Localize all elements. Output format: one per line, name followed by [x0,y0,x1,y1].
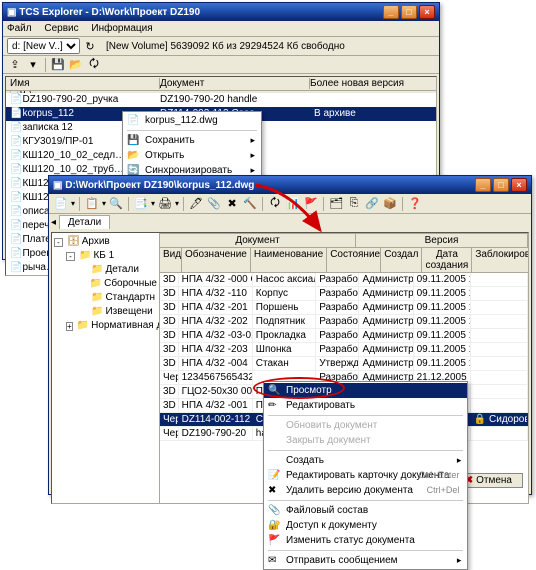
tb-icon[interactable]: 🔨 [242,196,258,212]
menu-item[interactable]: 🔍Просмотр [264,383,467,398]
tb-icon[interactable]: 📦 [382,196,398,212]
tb-icon[interactable]: ✖ [224,196,240,212]
table-row[interactable]: 3DНПА 4/32 -202ПодпятникРазработкаАдмини… [160,315,528,329]
menubar: Файл Сервис Информация [3,21,439,37]
tree-node[interactable]: -🗄 Архив [54,235,157,249]
file-row[interactable]: 📄DZ190-790-20_ручкаDZ190-790-20 handle [6,93,436,107]
freespace-text: [New Volume] 5639092 Кб из 29294524 Кб с… [106,41,345,52]
menu-item[interactable]: 📝Редактировать карточку документаCtrl+En… [264,468,467,483]
maximize-button[interactable]: □ [493,178,509,192]
minimize-button[interactable]: _ [475,178,491,192]
col-na[interactable]: Наименование [251,248,327,272]
menu-item[interactable]: ✉Отправить сообщением▸ [264,553,467,568]
tb-icon[interactable]: 📎 [206,196,222,212]
grid-header-group: Документ Версия [160,233,528,248]
toolbar2: ⇪ ▾ 💾 📂 🗘 [3,56,439,74]
tree-node[interactable]: 📁 Стандартн [54,291,157,305]
column-headers: Имя Документ Более новая версия [6,77,436,91]
table-row[interactable]: 3DНПА 4/32 -004СтаканУтвержденАдминистра… [160,357,528,371]
tb-icon[interactable]: 📄 [53,196,69,212]
tree-node[interactable]: 📁 Сборочные [54,277,157,291]
tb-icon[interactable]: ❓ [407,196,423,212]
tree-node[interactable]: 📁 Детали [54,263,157,277]
tb-icon[interactable]: 🚩 [303,196,319,212]
col-dt[interactable]: Дата создания [422,248,472,272]
up-icon[interactable]: ⇪ [7,57,23,73]
tb-icon[interactable]: 🔗 [364,196,380,212]
menu-item[interactable]: 🚩Изменить статус документа [264,533,467,548]
doc-title: D:\Work\Проект DZ190\korpus_112.dwg [65,180,254,191]
tree-node[interactable]: -📁 КБ 1 [54,249,157,263]
doc-titlebar[interactable]: ▣ D:\Work\Проект DZ190\korpus_112.dwg _ … [49,176,531,194]
menu-service[interactable]: Сервис [44,23,78,34]
toolbar: d: [New V..] ↻ [New Volume] 5639092 Кб и… [3,37,439,56]
col-vid[interactable]: Вид [160,248,182,272]
menu-item[interactable]: 📂Открыть▸ [123,148,261,163]
drive-select[interactable]: d: [New V..] [7,38,80,54]
app-icon: ▣ [53,180,62,191]
tree-node[interactable]: +📁 Нормативная д [54,319,157,333]
menu-item[interactable]: 💾Сохранить▸ [123,133,261,148]
col-doc[interactable]: Документ [160,78,310,89]
menu-item[interactable]: ✖Удалить версию документаCtrl+Del [264,483,467,498]
menu-item: Обновить документ [264,418,467,433]
col-ob[interactable]: Обозначение [182,248,251,272]
grid-header: Вид Обозначение Наименование Состояние С… [160,248,528,273]
table-row[interactable]: 3DНПА 4/32 -203ШпонкаРазработкаАдминистр… [160,343,528,357]
menu-item: Закрыть документ [264,433,467,448]
app-icon: ▣ [7,7,16,18]
open-icon[interactable]: 📂 [68,57,84,73]
tb-icon[interactable]: 🗂 [328,196,344,212]
doc-toolbar: 📄▾ 📋▾ 🔍 📑▾ 🖨▾ 🖊 📎 ✖ 🔨 🗘 📊 🚩 🗂 ⎘ 🔗 📦 ❓ [49,194,531,214]
tool-icon[interactable]: ▾ [25,57,41,73]
grid-context-menu: 🔍Просмотр✏Редактировать Обновить документ… [263,381,468,570]
menu-item[interactable]: 📄korpus_112.dwg [123,113,261,128]
tab-details[interactable]: Детали [59,215,110,229]
save-icon[interactable]: 💾 [50,57,66,73]
table-row[interactable]: 3DНПА 4/32 -000 Сп. СбНасос аксиально-по… [160,273,528,287]
tb-icon[interactable]: ⎘ [346,196,362,212]
col-name[interactable]: Имя [10,78,160,89]
colgroup-ver: Версия [356,233,528,248]
menu-item[interactable]: 🔐Доступ к документу [264,518,467,533]
table-row[interactable]: 3DНПА 4/32 -03-01ПрокладкаРазработкаАдми… [160,329,528,343]
col-st[interactable]: Состояние [327,248,381,272]
menu-item[interactable]: ✏Редактировать [264,398,467,413]
menu-item[interactable]: 📎Файловый состав [264,503,467,518]
table-row[interactable]: 3DНПА 4/32 -201ПоршеньРазработкаАдминист… [160,301,528,315]
tb-icon[interactable]: 📊 [285,196,301,212]
close-button[interactable]: × [511,178,527,192]
menu-file[interactable]: Файл [7,23,32,34]
tb-icon[interactable]: 🖊 [188,196,204,212]
title-text: TCS Explorer - D:\Work\Проект DZ190 [19,7,200,18]
tb-icon[interactable]: 🔍 [108,196,124,212]
col-lk[interactable]: Заблокировал [472,248,528,272]
close-button[interactable]: × [419,5,435,19]
colgroup-doc: Документ [160,233,356,248]
menu-item[interactable]: Создать▸ [264,453,467,468]
maximize-button[interactable]: □ [401,5,417,19]
table-row[interactable]: 3DНПА 4/32 -110КорпусРазработкаАдминистр… [160,287,528,301]
tb-icon[interactable]: 🖨 [157,196,173,212]
col-cr[interactable]: Создал [381,248,422,272]
tb-icon[interactable]: 📋 [84,196,100,212]
sync-icon[interactable]: 🗘 [86,57,102,73]
refresh-icon[interactable]: ↻ [82,38,98,54]
tb-icon[interactable]: 🗘 [267,196,283,212]
tree-panel: -🗄 Архив-📁 КБ 1📁 Детали📁 Сборочные📁 Стан… [52,233,160,503]
explorer-titlebar[interactable]: ▣ TCS Explorer - D:\Work\Проект DZ190 _ … [3,3,439,21]
menu-info[interactable]: Информация [91,23,152,34]
tree-node[interactable]: 📁 Извещени [54,305,157,319]
col-ver[interactable]: Более новая версия [310,78,432,89]
tb-icon[interactable]: 📑 [133,196,149,212]
minimize-button[interactable]: _ [383,5,399,19]
tabs: ◂ Детали [49,214,531,230]
